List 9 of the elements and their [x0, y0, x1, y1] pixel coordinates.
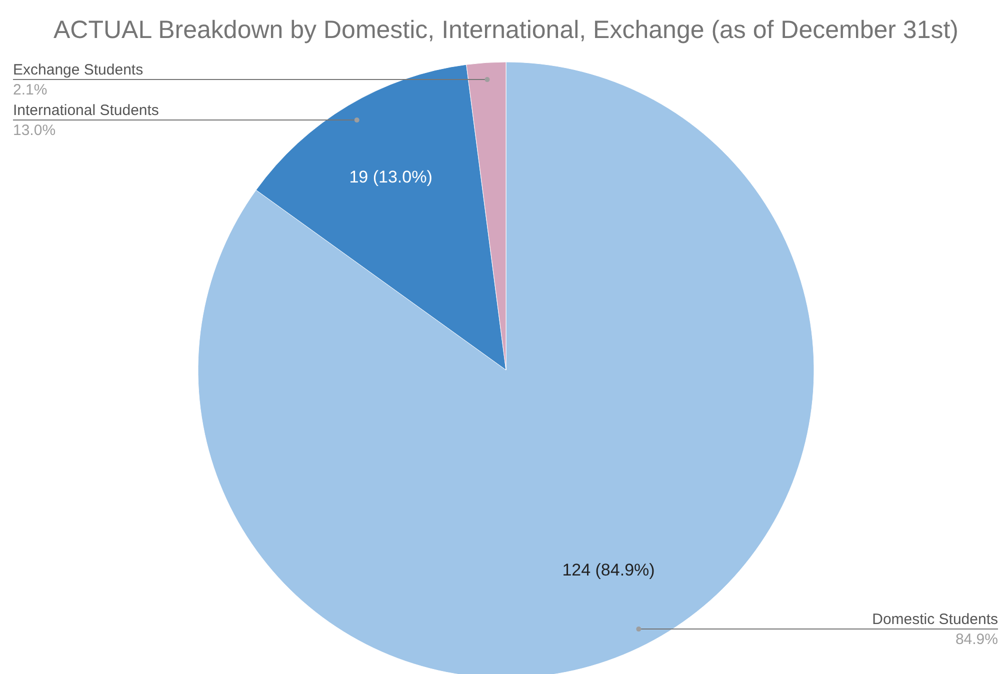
slice-label: International Students	[13, 102, 159, 120]
data-label: 124 (84.9%)	[562, 560, 655, 580]
slice-label: Exchange Students	[13, 62, 144, 79]
chart-title: ACTUAL Breakdown by Domestic, International, Exchange (as of December 31st)	[53, 16, 959, 44]
data-label: 19 (13.0%)	[349, 167, 432, 186]
text: 2.1%	[13, 82, 48, 99]
text: 13.0%	[13, 122, 56, 140]
text: 84.9%	[955, 631, 998, 648]
slice-label: Domestic Students	[872, 611, 998, 628]
